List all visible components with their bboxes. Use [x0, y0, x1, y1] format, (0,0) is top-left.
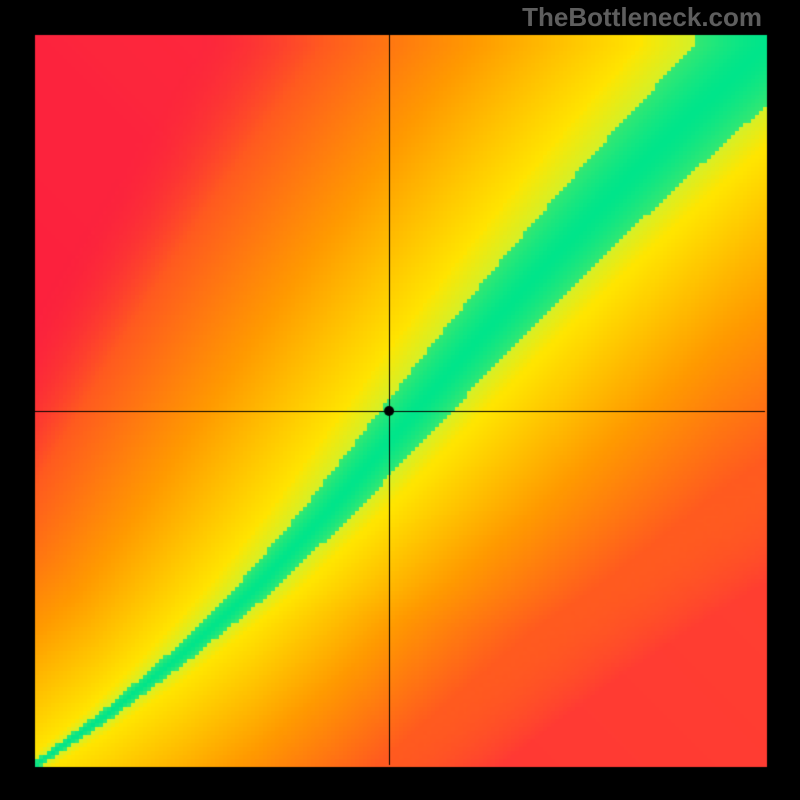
bottleneck-heatmap	[0, 0, 800, 800]
watermark-text: TheBottleneck.com	[522, 2, 762, 33]
chart-container: TheBottleneck.com	[0, 0, 800, 800]
